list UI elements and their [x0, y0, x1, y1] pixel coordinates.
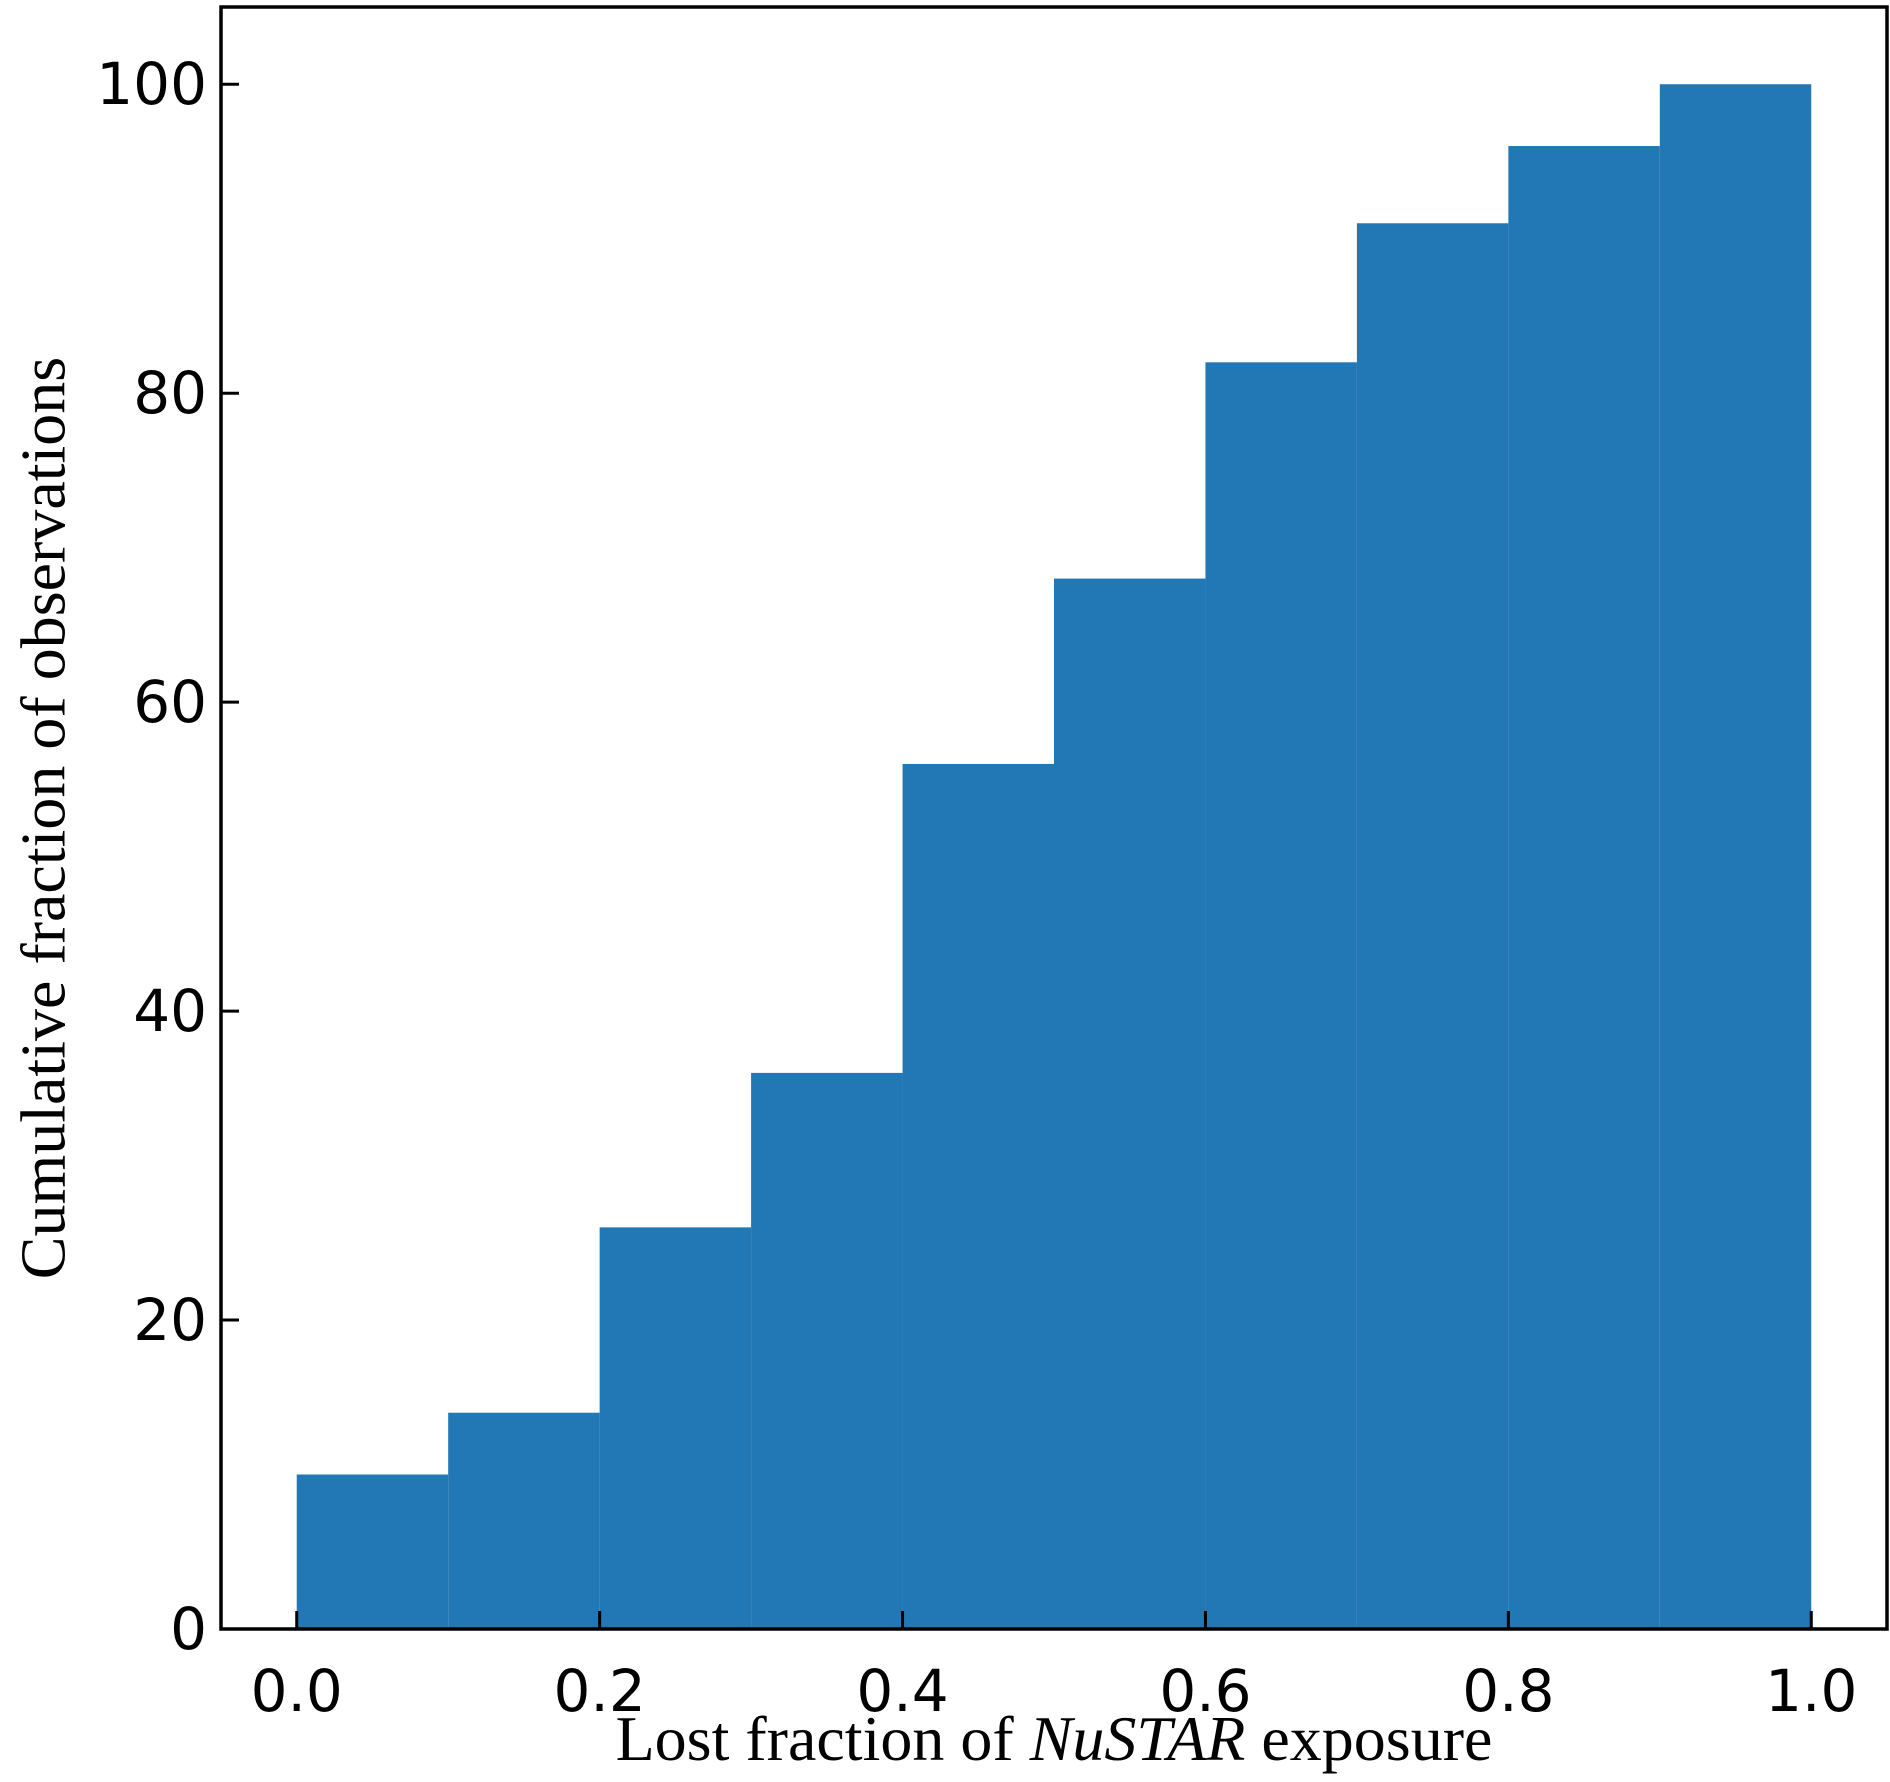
x-tick-label: 0.2 [554, 1657, 646, 1725]
x-tick-label: 0.4 [856, 1657, 948, 1725]
y-tick-label: 100 [96, 50, 207, 118]
x-label-part: Lost fraction of [616, 1703, 1030, 1774]
bar [1508, 146, 1660, 1629]
plot-frame [219, 5, 1889, 1631]
x-tick-label: 0.6 [1159, 1657, 1251, 1725]
x-label-part: exposure [1245, 1703, 1492, 1774]
bar [448, 1412, 600, 1629]
y-tick-label: 60 [133, 668, 207, 736]
bar [1356, 223, 1509, 1630]
bar [599, 1227, 752, 1629]
x-tick-label: 0.0 [251, 1657, 343, 1725]
x-label-part: NuSTAR [1029, 1703, 1246, 1774]
x-tick-label: 1.0 [1765, 1657, 1857, 1725]
bar [1054, 578, 1206, 1629]
x-tick-label: 0.8 [1462, 1657, 1554, 1725]
bar [296, 1474, 449, 1629]
y-tick-label: 0 [170, 1595, 207, 1663]
bar [751, 1072, 903, 1629]
y-tick-label: 40 [133, 977, 207, 1045]
x-axis-label: Lost fraction of NuSTAR exposure [616, 1703, 1493, 1774]
bar [902, 763, 1054, 1629]
bar [1659, 84, 1812, 1630]
y-tick-label: 20 [133, 1286, 207, 1354]
y-tick-label: 80 [133, 359, 207, 427]
y-axis-label: Cumulative fraction of observations [8, 357, 79, 1279]
bar [1205, 362, 1357, 1630]
